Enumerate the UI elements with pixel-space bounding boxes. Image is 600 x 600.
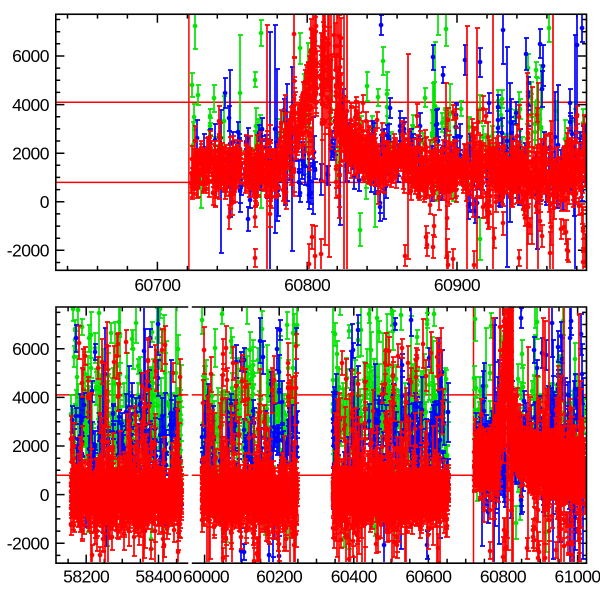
svg-text:4000: 4000 — [12, 388, 50, 408]
svg-text:0: 0 — [40, 192, 50, 212]
svg-text:6000: 6000 — [12, 339, 50, 359]
svg-text:0: 0 — [40, 485, 50, 505]
svg-text:60000: 60000 — [183, 566, 230, 586]
svg-text:60900: 60900 — [434, 275, 481, 295]
svg-text:60800: 60800 — [284, 275, 331, 295]
svg-text:60400: 60400 — [331, 566, 378, 586]
svg-text:60200: 60200 — [256, 566, 303, 586]
svg-text:-2000: -2000 — [7, 241, 50, 261]
svg-text:58400: 58400 — [135, 566, 182, 586]
svg-text:60700: 60700 — [134, 275, 181, 295]
svg-text:6000: 6000 — [12, 46, 50, 66]
svg-text:61000: 61000 — [555, 566, 600, 586]
svg-text:2000: 2000 — [12, 143, 50, 163]
svg-text:-2000: -2000 — [7, 533, 50, 553]
svg-text:4000: 4000 — [12, 95, 50, 115]
svg-text:58200: 58200 — [63, 566, 110, 586]
svg-text:60800: 60800 — [480, 566, 527, 586]
svg-text:60600: 60600 — [405, 566, 452, 586]
svg-text:2000: 2000 — [12, 436, 50, 456]
